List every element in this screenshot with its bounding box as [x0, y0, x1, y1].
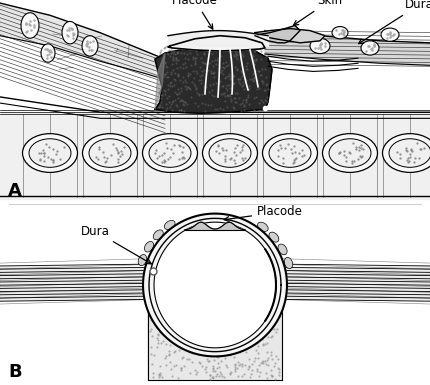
Polygon shape [185, 222, 245, 230]
Text: B: B [8, 363, 22, 382]
Ellipse shape [22, 134, 77, 172]
Polygon shape [265, 30, 430, 65]
Ellipse shape [29, 139, 71, 167]
Polygon shape [255, 25, 300, 43]
Text: A: A [8, 182, 22, 200]
Text: Skin: Skin [293, 0, 343, 25]
Ellipse shape [82, 36, 98, 56]
Ellipse shape [310, 38, 330, 54]
Polygon shape [255, 28, 325, 43]
Ellipse shape [83, 134, 138, 172]
Ellipse shape [142, 134, 197, 172]
Polygon shape [143, 214, 287, 357]
Ellipse shape [203, 134, 258, 172]
Ellipse shape [284, 258, 293, 269]
Ellipse shape [21, 13, 39, 38]
Text: Dura: Dura [359, 0, 430, 44]
Polygon shape [154, 222, 276, 348]
Polygon shape [0, 266, 160, 301]
Ellipse shape [258, 222, 268, 231]
Ellipse shape [269, 232, 279, 242]
Ellipse shape [329, 139, 371, 167]
Ellipse shape [138, 254, 147, 266]
Ellipse shape [269, 139, 311, 167]
Polygon shape [148, 299, 282, 380]
Ellipse shape [383, 134, 430, 172]
Ellipse shape [209, 139, 251, 167]
Text: Placode: Placode [172, 0, 218, 29]
Text: Dura: Dura [80, 224, 151, 264]
Ellipse shape [381, 28, 399, 41]
Ellipse shape [262, 134, 317, 172]
Ellipse shape [278, 244, 287, 255]
Ellipse shape [153, 230, 163, 240]
Ellipse shape [149, 139, 191, 167]
Ellipse shape [164, 220, 175, 229]
Ellipse shape [361, 41, 379, 55]
Ellipse shape [41, 44, 55, 62]
Polygon shape [0, 3, 165, 80]
Polygon shape [155, 46, 272, 113]
Ellipse shape [62, 22, 78, 44]
Polygon shape [155, 53, 165, 109]
Text: Placode: Placode [224, 206, 303, 221]
Polygon shape [270, 266, 430, 301]
Ellipse shape [332, 27, 348, 39]
Ellipse shape [322, 134, 378, 172]
Ellipse shape [144, 241, 154, 252]
Ellipse shape [389, 139, 430, 167]
Polygon shape [168, 36, 265, 51]
Ellipse shape [89, 139, 131, 167]
